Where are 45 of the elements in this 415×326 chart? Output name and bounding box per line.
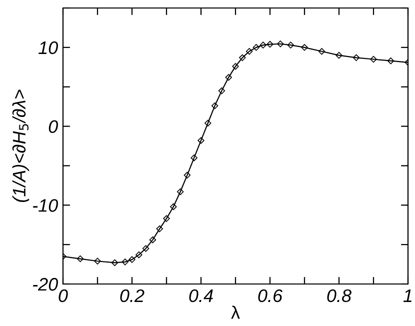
point bbox=[301, 44, 308, 51]
point bbox=[246, 48, 253, 55]
point bbox=[111, 259, 118, 266]
point bbox=[211, 102, 218, 110]
y-axis-title: (1/A)<∂H$_{5}$/∂λ> bbox=[12, 90, 30, 202]
point bbox=[266, 40, 274, 48]
point bbox=[190, 154, 198, 162]
point bbox=[232, 62, 239, 70]
y-tick-label: -20 bbox=[32, 278, 58, 291]
point bbox=[218, 87, 226, 94]
x-tick-label: 1 bbox=[403, 290, 412, 302]
point bbox=[76, 255, 84, 262]
point bbox=[156, 225, 163, 232]
x-axis-title: λ bbox=[231, 306, 240, 319]
point bbox=[318, 48, 326, 55]
point bbox=[149, 236, 156, 244]
point bbox=[170, 203, 177, 210]
point bbox=[276, 40, 284, 48]
point bbox=[336, 52, 342, 59]
point bbox=[260, 42, 266, 48]
point bbox=[122, 258, 128, 266]
point bbox=[225, 74, 232, 81]
point bbox=[370, 56, 377, 63]
y-tick-label: 0 bbox=[48, 120, 58, 134]
point bbox=[287, 42, 294, 48]
point bbox=[198, 137, 204, 144]
point bbox=[387, 57, 394, 64]
point bbox=[352, 54, 360, 62]
point bbox=[176, 188, 184, 196]
y-tick-label: 10 bbox=[38, 41, 58, 54]
x-tick-label: 0.8 bbox=[327, 289, 352, 302]
point bbox=[128, 256, 136, 263]
x-tick-label: 0.6 bbox=[258, 289, 283, 302]
point bbox=[142, 245, 150, 252]
point bbox=[252, 44, 260, 51]
point bbox=[239, 54, 246, 62]
x-tick-label: 0.2 bbox=[120, 289, 144, 302]
x-tick-label: 0.4 bbox=[189, 289, 213, 302]
point bbox=[204, 120, 212, 126]
point bbox=[136, 251, 142, 258]
point bbox=[163, 215, 170, 222]
x-tick-label: 0 bbox=[58, 289, 68, 302]
point bbox=[94, 258, 101, 264]
y-tick-label: -10 bbox=[32, 199, 58, 212]
point bbox=[184, 172, 191, 179]
